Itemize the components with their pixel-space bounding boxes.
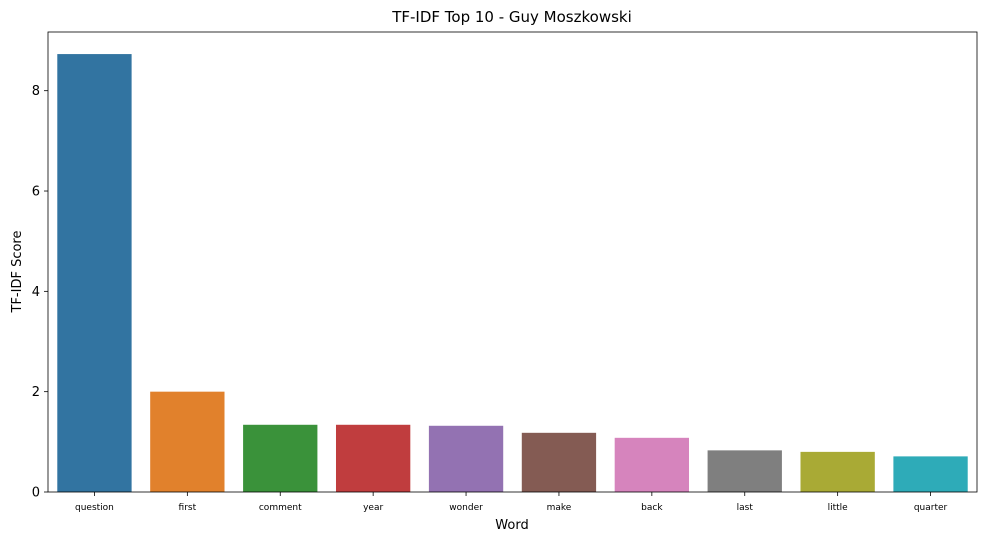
x-tick-label: wonder [449, 503, 483, 513]
bar-wonder [428, 425, 504, 492]
x-tick-label: make [547, 503, 572, 513]
x-tick-label: back [641, 503, 663, 513]
x-tick-label: year [363, 503, 383, 513]
bar-last [707, 450, 782, 492]
x-tick-label: quarter [914, 503, 948, 513]
y-tick-label: 2 [32, 385, 40, 400]
y-tick-label: 4 [32, 285, 40, 300]
x-tick-label: comment [259, 503, 302, 513]
y-tick-label: 6 [32, 185, 40, 200]
x-tick-label: question [75, 503, 114, 513]
y-tick-label: 0 [32, 486, 40, 501]
bar-make [521, 432, 597, 492]
plot-frame [47, 31, 978, 493]
y-tick-label: 8 [32, 84, 40, 99]
bar-first [150, 391, 225, 492]
x-tick-label: last [737, 503, 754, 513]
chart-title: TF-IDF Top 10 - Guy Moszkowski [391, 8, 632, 26]
bar-year [335, 424, 411, 492]
bar-quarter [893, 456, 968, 492]
bar-question [57, 54, 132, 492]
bar-back [614, 437, 690, 492]
bar-comment [243, 424, 318, 492]
x-axis-label: Word [495, 518, 528, 533]
y-axis-label: TF-IDF Score [10, 231, 25, 314]
x-tick-label: little [828, 503, 849, 513]
bar-little [800, 451, 875, 492]
x-tick-label: first [179, 503, 197, 513]
